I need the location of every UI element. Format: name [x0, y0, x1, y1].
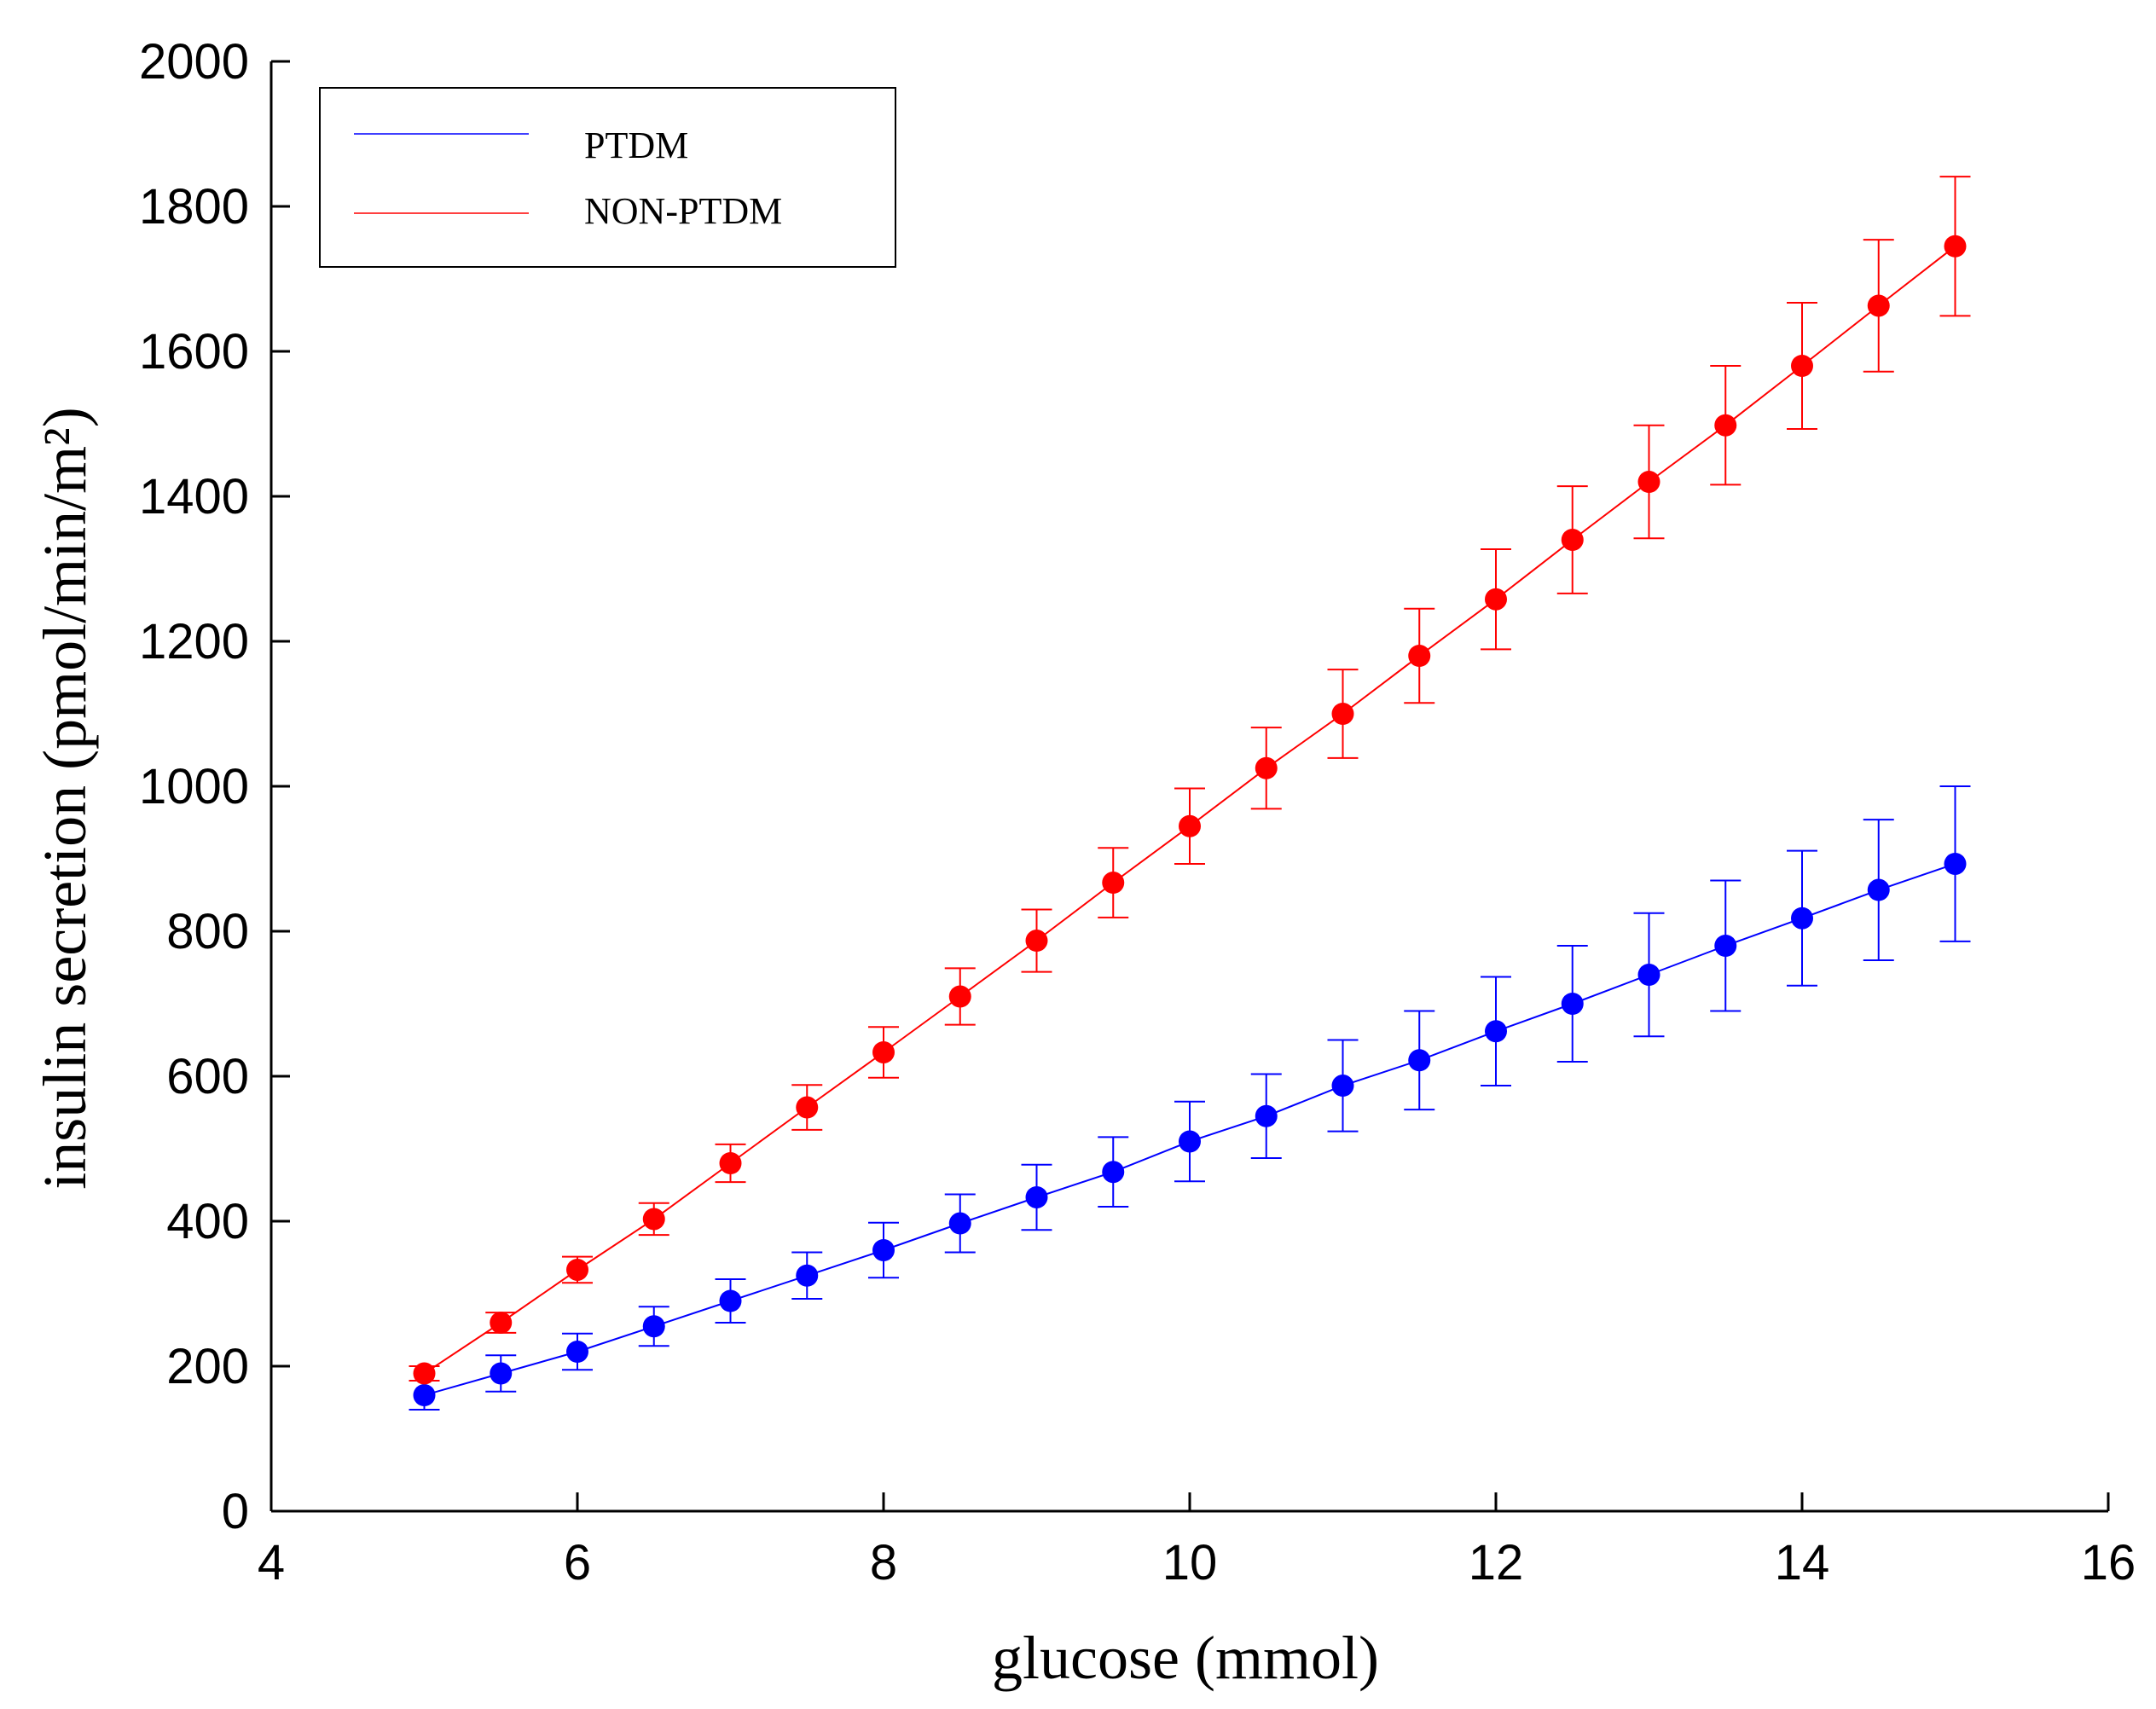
data-point [948, 1212, 971, 1235]
data-point [1408, 645, 1431, 667]
x-tick-label: 6 [564, 1535, 591, 1590]
x-tick-label: 12 [1469, 1535, 1524, 1590]
y-tick-label: 1200 [139, 614, 249, 669]
y-tick-label: 1400 [139, 469, 249, 524]
y-tick-label: 600 [166, 1049, 249, 1104]
series-ptdm [409, 785, 1971, 1411]
data-point [719, 1152, 742, 1174]
data-point [1255, 1104, 1278, 1127]
data-point [566, 1341, 588, 1363]
data-point [642, 1315, 665, 1338]
data-point [1255, 756, 1278, 779]
data-point [490, 1362, 513, 1385]
x-tick-label: 4 [258, 1535, 285, 1590]
data-point [413, 1362, 436, 1385]
y-tick-label: 1800 [139, 179, 249, 235]
data-point [413, 1384, 436, 1406]
x-tick-label: 14 [1775, 1535, 1830, 1590]
data-point [1485, 588, 1507, 611]
data-point [1179, 814, 1201, 837]
legend: PTDM NON-PTDM [319, 87, 896, 268]
data-point [566, 1258, 588, 1281]
data-point [1179, 1130, 1201, 1153]
y-tick-label: 1600 [139, 324, 249, 379]
series-layer [409, 176, 1971, 1411]
data-point [1944, 235, 1967, 258]
data-point [1867, 878, 1890, 901]
y-axis-title: insulin secretion (pmol/min/m²) [31, 407, 99, 1189]
data-point [1714, 414, 1737, 437]
x-tick-label: 16 [2081, 1535, 2136, 1590]
data-point [796, 1264, 819, 1287]
data-point [1025, 1185, 1048, 1208]
axes: 0 200 400 600 800 1000 1200 1400 1600 1800 2000 4 6 8… [139, 34, 2136, 1590]
x-tick-label: 8 [870, 1535, 897, 1590]
data-point [1331, 1075, 1354, 1098]
y-tick-label: 200 [166, 1339, 249, 1394]
data-point [1714, 935, 1737, 957]
data-point [1561, 529, 1584, 551]
data-point [1408, 1049, 1431, 1072]
legend-label-ptdm: PTDM [584, 125, 688, 166]
data-point [1637, 964, 1660, 986]
data-point [1791, 355, 1813, 377]
data-point [1485, 1020, 1507, 1043]
y-tick-label: 1000 [139, 759, 249, 814]
data-point [1791, 907, 1813, 930]
data-point [948, 985, 971, 1008]
data-point [872, 1239, 895, 1261]
data-point [719, 1289, 742, 1312]
series-non-ptdm [409, 176, 1971, 1385]
data-point [1102, 872, 1125, 895]
x-axis-title: glucose (mmol) [992, 1624, 1379, 1692]
data-point [1561, 993, 1584, 1015]
data-point [1944, 852, 1967, 875]
data-point [796, 1096, 819, 1119]
data-point [1331, 703, 1354, 725]
legend-label-non-ptdm: NON-PTDM [584, 190, 782, 232]
y-tick-label: 400 [166, 1194, 249, 1249]
data-point [1867, 294, 1890, 317]
data-point [1025, 930, 1048, 953]
legend-box [319, 87, 896, 268]
data-point [872, 1040, 895, 1063]
data-point [642, 1208, 665, 1231]
y-tick-label: 800 [166, 904, 249, 959]
data-point [1102, 1161, 1125, 1184]
y-tick-label: 2000 [139, 34, 249, 90]
data-point [1637, 471, 1660, 493]
x-tick-label: 10 [1162, 1535, 1218, 1590]
data-point [490, 1312, 513, 1334]
y-tick-label: 0 [222, 1484, 249, 1539]
